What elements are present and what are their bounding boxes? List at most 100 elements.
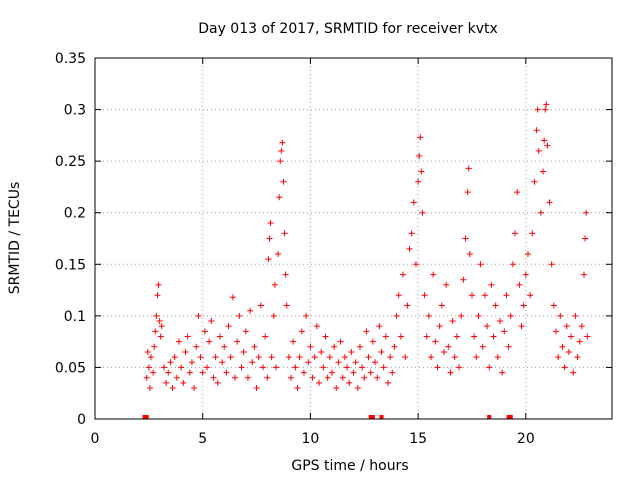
- gap-marker: [370, 415, 375, 419]
- data-point: [415, 178, 422, 185]
- data-point: [173, 374, 180, 381]
- data-point: [249, 359, 256, 366]
- data-point: [298, 328, 305, 335]
- data-point: [341, 354, 348, 361]
- data-point: [307, 343, 314, 350]
- gap-marker: [142, 415, 147, 419]
- data-point: [236, 312, 243, 319]
- data-point: [412, 261, 419, 268]
- data-point: [481, 292, 488, 299]
- data-point: [348, 348, 355, 355]
- data-point: [475, 312, 482, 319]
- data-point: [191, 385, 198, 392]
- data-point: [559, 343, 566, 350]
- data-point: [227, 354, 234, 361]
- data-point: [561, 364, 568, 371]
- data-point: [550, 302, 557, 309]
- data-point: [464, 189, 471, 196]
- data-point: [363, 328, 370, 335]
- data-point: [320, 364, 327, 371]
- data-point: [221, 343, 228, 350]
- data-point: [148, 354, 155, 361]
- y-tick-label: 0.15: [55, 257, 86, 273]
- data-point: [462, 235, 469, 242]
- data-point: [346, 379, 353, 386]
- data-point: [267, 220, 274, 227]
- data-point: [279, 139, 286, 146]
- data-point: [499, 369, 506, 376]
- data-point: [171, 354, 178, 361]
- x-axis-label: GPS time / hours: [291, 458, 408, 474]
- data-point: [288, 374, 295, 381]
- data-point: [531, 178, 538, 185]
- data-point: [440, 348, 447, 355]
- chart-title: Day 013 of 2017, SRMTID for receiver kvt…: [198, 21, 498, 37]
- data-point: [271, 281, 278, 288]
- data-point: [144, 348, 151, 355]
- data-point: [583, 209, 590, 216]
- data-point: [322, 333, 329, 340]
- data-point: [514, 189, 521, 196]
- data-point: [214, 379, 221, 386]
- data-point: [404, 302, 411, 309]
- data-point: [430, 271, 437, 278]
- data-point: [410, 199, 417, 206]
- data-point: [505, 343, 512, 350]
- data-point: [265, 256, 272, 263]
- data-point: [328, 369, 335, 376]
- data-point: [421, 292, 428, 299]
- data-point: [180, 379, 187, 386]
- data-point: [169, 385, 176, 392]
- data-point: [178, 364, 185, 371]
- data-point: [384, 379, 391, 386]
- data-point: [543, 101, 550, 108]
- gap-marker: [379, 415, 384, 419]
- data-point: [471, 333, 478, 340]
- data-point: [541, 137, 548, 144]
- data-point: [184, 333, 191, 340]
- gap-marker: [144, 415, 149, 419]
- data-point: [359, 364, 366, 371]
- data-point: [294, 385, 301, 392]
- data-point: [387, 354, 394, 361]
- data-point: [518, 323, 525, 330]
- data-point: [488, 281, 495, 288]
- data-point: [145, 364, 152, 371]
- data-point: [400, 271, 407, 278]
- x-axis-ticks: 0 5 10 15 20: [91, 58, 535, 447]
- data-point: [165, 369, 172, 376]
- gap-marker: [508, 415, 513, 419]
- data-point: [352, 359, 359, 366]
- data-point: [389, 369, 396, 376]
- data-point: [419, 209, 426, 216]
- data-point: [277, 158, 284, 165]
- data-point: [563, 323, 570, 330]
- data-point: [434, 364, 441, 371]
- data-point: [374, 374, 381, 381]
- data-point: [163, 379, 170, 386]
- data-point: [247, 307, 254, 314]
- data-point: [552, 328, 559, 335]
- data-point: [242, 328, 249, 335]
- data-point: [509, 261, 516, 268]
- y-tick-label: 0.1: [64, 309, 86, 325]
- data-point: [193, 343, 200, 350]
- data-point: [264, 374, 271, 381]
- data-point: [219, 359, 226, 366]
- data-point: [584, 333, 591, 340]
- data-point: [283, 302, 290, 309]
- data-point: [408, 230, 415, 237]
- data-point: [423, 333, 430, 340]
- data-point: [516, 281, 523, 288]
- data-point: [466, 250, 473, 257]
- data-point: [395, 292, 402, 299]
- data-point: [275, 250, 282, 257]
- data-point: [447, 369, 454, 376]
- data-point: [546, 199, 553, 206]
- x-tick-label: 10: [302, 431, 320, 447]
- data-point: [154, 292, 161, 299]
- data-point: [331, 343, 338, 350]
- data-point: [555, 354, 562, 361]
- data-point: [262, 333, 269, 340]
- data-point: [244, 374, 251, 381]
